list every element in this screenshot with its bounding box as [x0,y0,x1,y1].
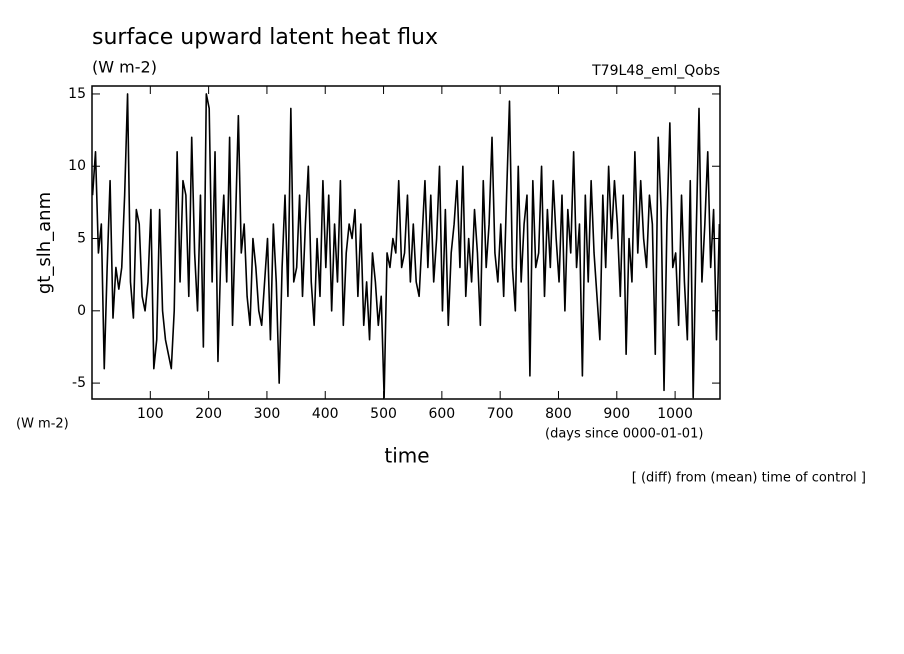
x-tick-label: 500 [370,406,397,422]
y-tick-label: -5 [72,375,86,391]
x-tick-label: 200 [195,406,222,422]
x-tick-label: 900 [603,406,630,422]
chart-title: surface upward latent heat flux [92,25,438,50]
x-tick-label: 300 [254,406,281,422]
y-unit-label: (W m-2) [16,417,69,432]
x-tick-label: 1000 [657,406,693,422]
y-tick-label: 15 [68,86,86,102]
y-tick-label: 0 [77,303,86,319]
x-tick-label: 700 [487,406,514,422]
data-line [92,93,720,399]
y-axis-label: gt_slh_anm [34,192,55,294]
y-tick-label: 5 [77,231,86,247]
x-tick-label: 400 [312,406,339,422]
annotation: T79L48_eml_Qobs [591,63,720,79]
x-tick-label: 800 [545,406,572,422]
chart-subtitle: (W m-2) [92,58,157,77]
plot-frame [91,85,721,400]
x-tick-label: 600 [428,406,455,422]
x-unit-label: (days since 0000-01-01) [545,427,703,442]
x-axis-label: time [384,444,429,468]
x-tick-label: 100 [137,406,164,422]
note: [ (diff) from (mean) time of control ] [632,471,866,486]
y-tick-label: 10 [68,158,86,174]
